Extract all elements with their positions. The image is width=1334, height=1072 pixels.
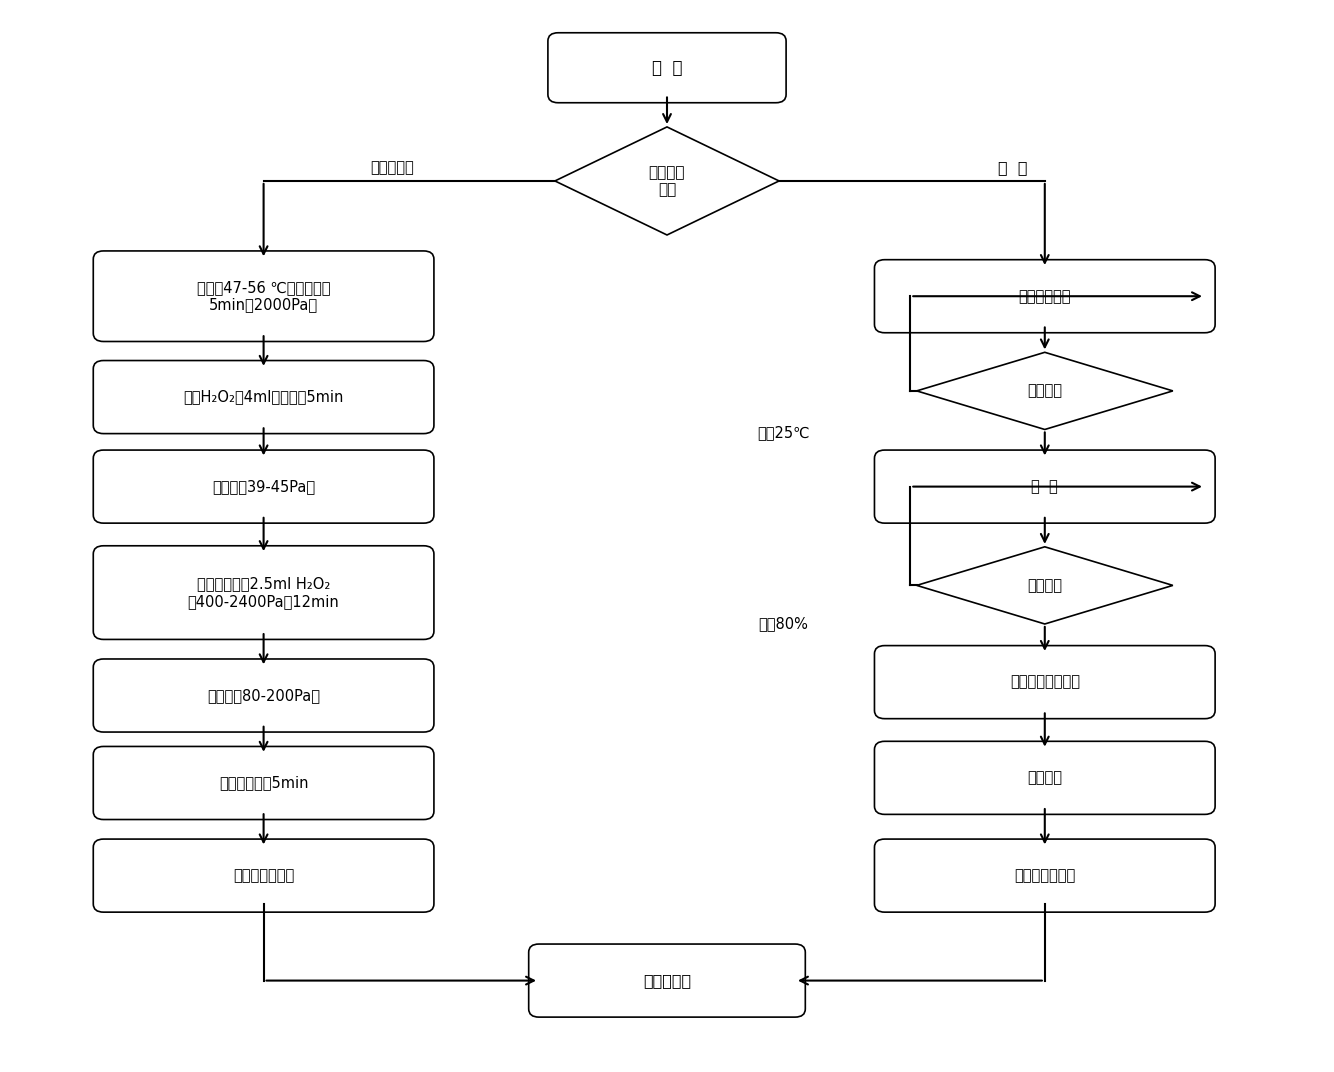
Polygon shape bbox=[916, 547, 1173, 624]
Text: 等离子体产生5min: 等离子体产生5min bbox=[219, 775, 308, 790]
Text: 室内自然降温: 室内自然降温 bbox=[1019, 288, 1071, 303]
FancyBboxPatch shape bbox=[93, 839, 434, 912]
Text: 加氧气，发生臭氧: 加氧气，发生臭氧 bbox=[1010, 674, 1079, 689]
FancyBboxPatch shape bbox=[548, 33, 786, 103]
Text: 再次注压注入2.5ml H₂O₂
（400-2400Pa）12min: 再次注压注入2.5ml H₂O₂ （400-2400Pa）12min bbox=[188, 577, 339, 609]
Text: 湿度检测: 湿度检测 bbox=[1027, 578, 1062, 593]
FancyBboxPatch shape bbox=[93, 659, 434, 732]
Text: 臭  氧: 臭 氧 bbox=[998, 160, 1027, 175]
Text: 开  机: 开 机 bbox=[652, 59, 682, 77]
FancyBboxPatch shape bbox=[875, 839, 1215, 912]
Text: 记录，打印: 记录，打印 bbox=[643, 973, 691, 988]
FancyBboxPatch shape bbox=[875, 645, 1215, 718]
FancyBboxPatch shape bbox=[875, 742, 1215, 815]
FancyBboxPatch shape bbox=[93, 360, 434, 433]
Text: 温度检测: 温度检测 bbox=[1027, 384, 1062, 399]
FancyBboxPatch shape bbox=[875, 450, 1215, 523]
Text: 关闭氧气，结束: 关闭氧气，结束 bbox=[1014, 868, 1075, 883]
Text: 弥散消毒: 弥散消毒 bbox=[1027, 771, 1062, 786]
Text: 加  湿: 加 湿 bbox=[1031, 479, 1058, 494]
Text: 低温等离子: 低温等离子 bbox=[370, 160, 414, 175]
Text: 注入H₂O₂（4ml），冷凝5min: 注入H₂O₂（4ml），冷凝5min bbox=[183, 389, 344, 404]
FancyBboxPatch shape bbox=[93, 450, 434, 523]
Text: 抓真空（80-200Pa）: 抓真空（80-200Pa） bbox=[207, 688, 320, 703]
Polygon shape bbox=[916, 353, 1173, 430]
Text: 低于80%: 低于80% bbox=[759, 616, 808, 631]
Text: 结束，恢复气压: 结束，恢复气压 bbox=[233, 868, 295, 883]
Text: 选择工作
模式: 选择工作 模式 bbox=[648, 165, 686, 197]
Text: 加温（47-56 ℃），抓真空
5min（2000Pa）: 加温（47-56 ℃），抓真空 5min（2000Pa） bbox=[197, 280, 331, 312]
FancyBboxPatch shape bbox=[93, 251, 434, 342]
Polygon shape bbox=[555, 126, 779, 235]
FancyBboxPatch shape bbox=[93, 746, 434, 819]
Text: 抓真空（39-45Pa）: 抓真空（39-45Pa） bbox=[212, 479, 315, 494]
FancyBboxPatch shape bbox=[875, 259, 1215, 332]
Text: 高于25℃: 高于25℃ bbox=[758, 426, 810, 441]
FancyBboxPatch shape bbox=[528, 944, 806, 1017]
FancyBboxPatch shape bbox=[93, 546, 434, 639]
